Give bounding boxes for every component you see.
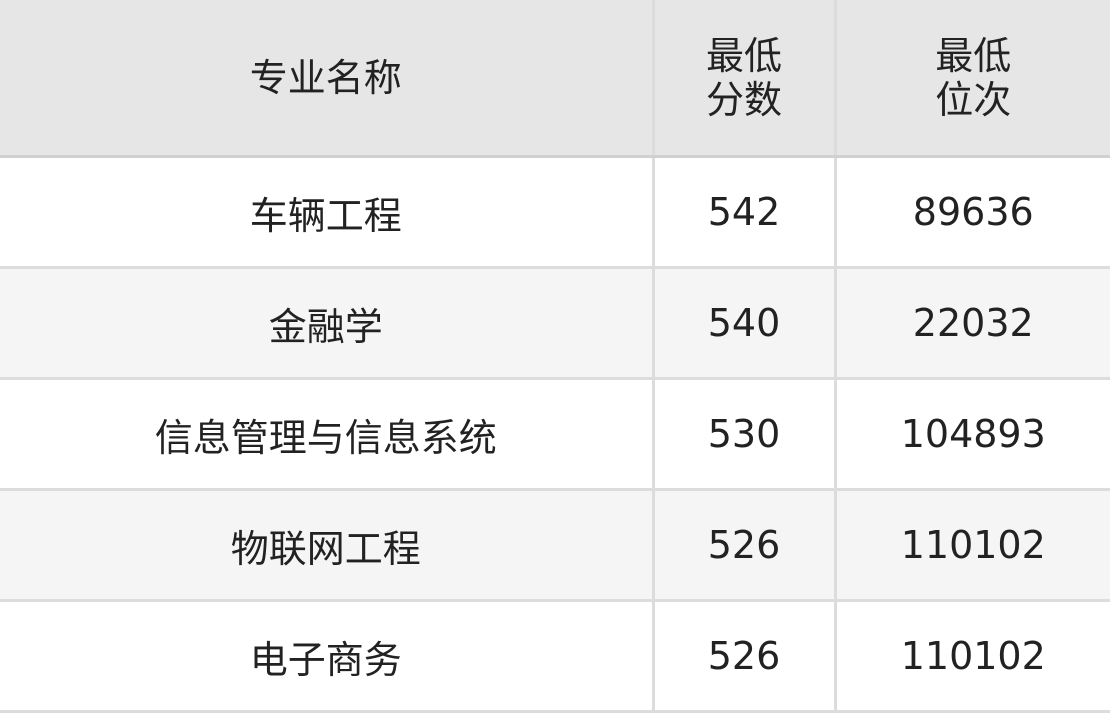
- table-row: 金融学 540 22032: [0, 266, 1110, 380]
- header-text: 位次: [935, 77, 1012, 122]
- header-min-score: 最低 分数: [651, 0, 837, 158]
- table-row: 车辆工程 542 89636: [0, 155, 1110, 269]
- header-text: 最低: [935, 33, 1012, 78]
- header-text: 专业名称: [249, 55, 402, 100]
- min-score-cell: 526: [651, 488, 837, 602]
- min-rank-cell: 22032: [833, 266, 1110, 380]
- min-score-cell: 526: [651, 599, 837, 713]
- header-min-rank: 最低 位次: [833, 0, 1110, 158]
- min-rank-cell: 110102: [833, 599, 1110, 713]
- table-row: 物联网工程 526 110102: [0, 488, 1110, 602]
- min-rank-cell: 110102: [833, 488, 1110, 602]
- major-name-cell: 车辆工程: [0, 155, 655, 269]
- min-rank-cell: 104893: [833, 377, 1110, 491]
- header-text: 最低: [705, 33, 782, 78]
- major-name-cell: 信息管理与信息系统: [0, 377, 655, 491]
- header-row: 专业名称 最低 分数 最低 位次: [0, 0, 1110, 158]
- table-row: 信息管理与信息系统 530 104893: [0, 377, 1110, 491]
- table-row: 电子商务 526 110102: [0, 599, 1110, 713]
- min-score-cell: 540: [651, 266, 837, 380]
- major-name-cell: 物联网工程: [0, 488, 655, 602]
- major-name-cell: 金融学: [0, 266, 655, 380]
- min-score-cell: 530: [651, 377, 837, 491]
- major-name-cell: 电子商务: [0, 599, 655, 713]
- min-rank-cell: 89636: [833, 155, 1110, 269]
- header-text: 分数: [705, 77, 782, 122]
- header-major-name: 专业名称: [0, 0, 655, 158]
- min-score-cell: 542: [651, 155, 837, 269]
